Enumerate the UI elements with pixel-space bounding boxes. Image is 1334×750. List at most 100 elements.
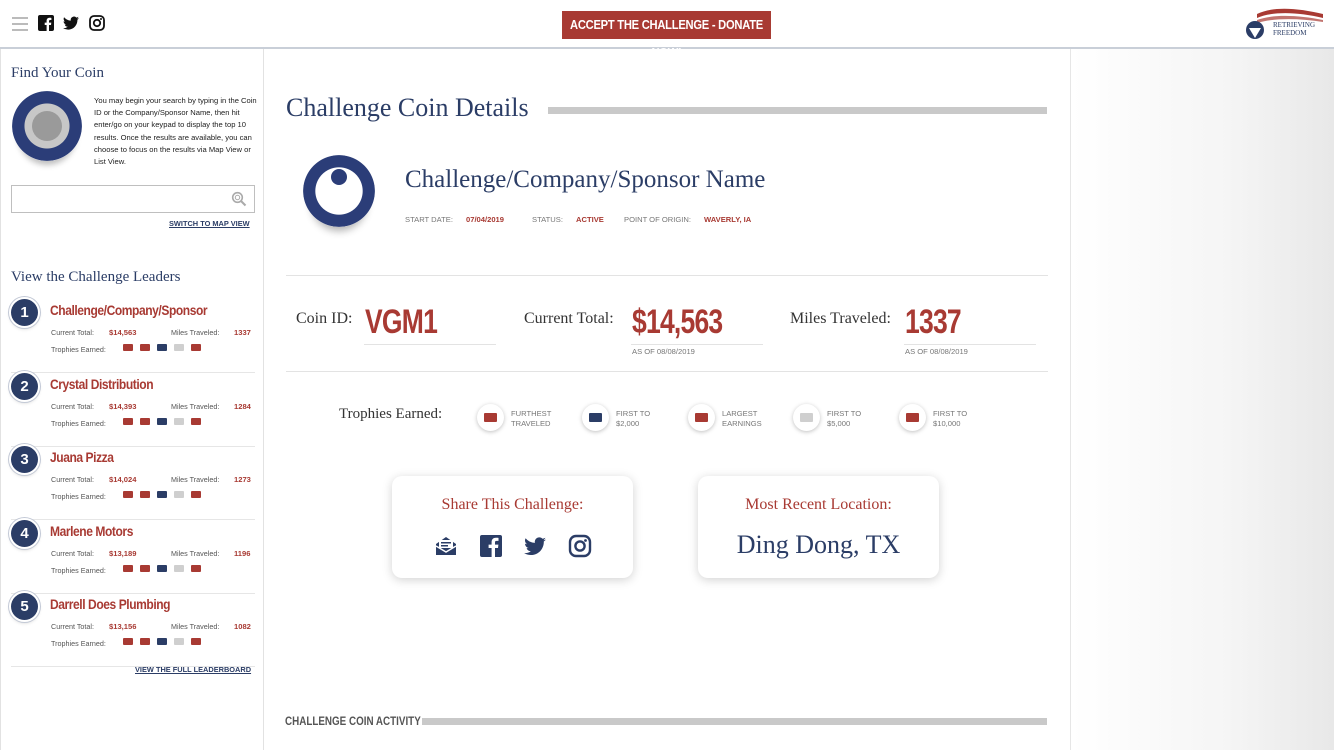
leaderboard-item[interactable]: 3 Juana Pizza Current Total: $14,024 Mil… bbox=[11, 446, 255, 520]
status-label: STATUS: bbox=[532, 215, 563, 224]
brand-name: RETRIEVING FREEDOM bbox=[1273, 21, 1315, 37]
miles-underline bbox=[904, 344, 1036, 345]
trophy-mini-icon bbox=[140, 564, 150, 572]
leaderboard-item[interactable]: 5 Darrell Does Plumbing Current Total: $… bbox=[11, 593, 255, 667]
trophy-label-line2: $5,000 bbox=[827, 418, 851, 428]
rank-badge: 3 bbox=[11, 446, 38, 473]
trophy-label: FIRST TO $10,000 bbox=[933, 409, 967, 428]
cash-icon bbox=[800, 413, 813, 422]
cash-icon bbox=[906, 413, 919, 422]
trophy-label-line1: FIRST TO bbox=[933, 409, 968, 418]
miles-label: Miles Traveled: bbox=[171, 328, 220, 337]
search-icon[interactable] bbox=[231, 191, 247, 207]
menu-icon[interactable] bbox=[12, 17, 28, 31]
location-title: Most Recent Location: bbox=[745, 496, 892, 513]
total-value: $14,393 bbox=[109, 401, 137, 411]
donate-button[interactable]: ACCEPT THE CHALLENGE - DONATE NOW! bbox=[562, 11, 771, 60]
coin-search-input[interactable] bbox=[11, 185, 255, 213]
status-value: ACTIVE bbox=[576, 215, 604, 224]
miles-label: Miles Traveled: bbox=[171, 548, 220, 558]
miles-label: Miles Traveled: bbox=[171, 622, 220, 631]
facebook-icon[interactable] bbox=[479, 534, 503, 558]
trophy-mini-icon bbox=[157, 638, 167, 645]
trophies-label: Trophies Earned: bbox=[51, 418, 106, 428]
trophy-mini-icon bbox=[123, 491, 133, 498]
leader-name[interactable]: Crystal Distribution bbox=[50, 375, 154, 392]
start-date-label: START DATE: bbox=[405, 215, 453, 224]
miles-label: Miles Traveled: bbox=[171, 475, 220, 484]
trophy-badge bbox=[899, 404, 926, 431]
miles-value: 1337 bbox=[234, 328, 251, 337]
cash-icon bbox=[589, 413, 602, 422]
coin-id-underline bbox=[364, 344, 496, 345]
trophy-badge bbox=[582, 404, 609, 431]
coin-id-label: Coin ID: bbox=[296, 310, 353, 327]
trophy-label: FIRST TO $5,000 bbox=[827, 409, 861, 428]
full-leaderboard-link[interactable]: VIEW THE FULL LEADERBOARD bbox=[135, 665, 252, 674]
trophy-mini-icon bbox=[123, 638, 133, 645]
coin-image bbox=[12, 91, 82, 161]
miles-label: Miles Traveled: bbox=[790, 310, 891, 327]
current-total-value: $14,563 bbox=[632, 303, 723, 341]
trophy-label: FURTHEST TRAVELED bbox=[511, 409, 551, 428]
flag-logo-icon bbox=[1246, 8, 1323, 39]
trophy-label: FIRST TO $2,000 bbox=[616, 409, 650, 428]
recent-location: Ding Dong, TX bbox=[736, 530, 901, 559]
trophy-mini-icon bbox=[191, 638, 201, 645]
trophy-mini-icon bbox=[157, 564, 167, 572]
trophy-mini-icon bbox=[174, 344, 184, 351]
twitter-icon[interactable] bbox=[523, 534, 547, 558]
total-label: Current Total: bbox=[51, 475, 95, 484]
trophy-mini-icon bbox=[191, 564, 201, 572]
share-card: Share This Challenge: bbox=[392, 476, 633, 578]
email-icon[interactable] bbox=[434, 534, 458, 558]
brand-line-2: FREEDOM bbox=[1273, 29, 1307, 37]
instagram-icon[interactable] bbox=[89, 15, 105, 31]
hiker-icon bbox=[484, 413, 497, 422]
sidebar: Find Your Coin You may begin your search… bbox=[0, 49, 264, 750]
leader-name[interactable]: Darrell Does Plumbing bbox=[50, 596, 171, 612]
total-label: Current Total: bbox=[51, 548, 95, 558]
facebook-icon[interactable] bbox=[38, 15, 54, 31]
brand-logo[interactable]: RETRIEVING FREEDOM bbox=[1243, 6, 1329, 44]
trophy-label-line2: $10,000 bbox=[933, 418, 961, 428]
trophy-mini-icon bbox=[157, 417, 167, 425]
trophy-mini-icon bbox=[174, 417, 184, 425]
money-stack-icon bbox=[695, 413, 708, 422]
rank-badge: 4 bbox=[11, 519, 38, 547]
search-description: You may begin your search by typing in t… bbox=[94, 96, 257, 167]
leader-name[interactable]: Challenge/Company/Sponsor bbox=[50, 302, 208, 318]
miles-value: 1273 bbox=[234, 475, 251, 484]
leader-name[interactable]: Juana Pizza bbox=[50, 449, 114, 465]
instagram-icon[interactable] bbox=[568, 534, 592, 558]
total-value: $14,563 bbox=[109, 328, 137, 337]
trophy-mini-icon bbox=[157, 491, 167, 498]
trophies-label: Trophies Earned: bbox=[51, 639, 106, 648]
trophy-mini-icon bbox=[174, 491, 184, 498]
main-content: Challenge Coin Details Challenge/Company… bbox=[264, 49, 1070, 750]
trophies-label: Trophies Earned: bbox=[51, 345, 106, 354]
switch-map-view-link[interactable]: SWITCH TO MAP VIEW bbox=[169, 219, 250, 228]
trophy-label-line2: TRAVELED bbox=[511, 418, 551, 428]
brand-line-1: RETRIEVING bbox=[1273, 21, 1315, 29]
miles-value: 1284 bbox=[234, 401, 251, 411]
title-divider bbox=[548, 107, 1047, 114]
activity-label: CHALLENGE COIN ACTIVITY bbox=[285, 714, 421, 728]
leaderboard-item[interactable]: 2 Crystal Distribution Current Total: $1… bbox=[11, 372, 255, 447]
miles-value: 1337 bbox=[905, 303, 962, 341]
company-name: Challenge/Company/Sponsor Name bbox=[405, 166, 766, 193]
leaders-title: View the Challenge Leaders bbox=[11, 269, 181, 285]
origin-value: WAVERLY, IA bbox=[704, 215, 752, 224]
twitter-icon[interactable] bbox=[63, 15, 79, 31]
total-value: $13,189 bbox=[109, 548, 137, 558]
divider bbox=[286, 371, 1048, 372]
leaderboard-item[interactable]: 4 Marlene Motors Current Total: $13,189 … bbox=[11, 519, 255, 594]
trophies-label: Trophies Earned: bbox=[339, 406, 443, 422]
divider bbox=[286, 275, 1048, 276]
leader-name[interactable]: Marlene Motors bbox=[50, 522, 133, 539]
trophy-mini-icon bbox=[174, 564, 184, 572]
trophy-mini-icon bbox=[123, 417, 133, 425]
coin-emblem bbox=[331, 169, 347, 185]
leaderboard-item[interactable]: 1 Challenge/Company/Sponsor Current Tota… bbox=[11, 299, 255, 373]
trophy-mini-icon bbox=[140, 417, 150, 425]
